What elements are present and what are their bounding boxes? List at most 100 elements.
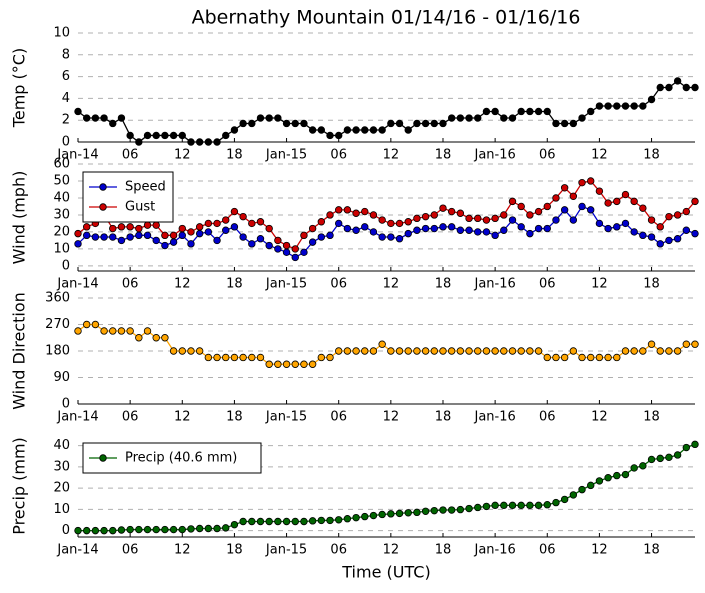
data-point (352, 209, 360, 217)
data-point (604, 353, 612, 362)
data-point (326, 211, 334, 219)
data-point (300, 517, 308, 526)
data-point (656, 223, 664, 231)
data-point (647, 95, 656, 104)
data-point (534, 107, 543, 116)
data-point (308, 360, 317, 368)
data-point (665, 453, 673, 462)
data-point (474, 114, 482, 122)
data-point (187, 138, 195, 146)
data-point (230, 520, 239, 529)
x-tick-label: 18 (226, 277, 243, 292)
data-point (665, 236, 673, 245)
data-point (169, 525, 178, 534)
data-point (282, 248, 291, 257)
x-tick-label: 06 (539, 410, 556, 425)
data-point (126, 327, 134, 335)
data-point (421, 224, 430, 233)
data-point (308, 126, 317, 134)
x-tick-label: 12 (174, 277, 191, 292)
x-tick-label: 06 (330, 410, 347, 425)
data-point (543, 224, 551, 233)
x-tick-label: 06 (330, 148, 347, 163)
data-point (630, 347, 638, 355)
data-point (465, 226, 473, 234)
data-point (74, 327, 82, 335)
data-point (474, 214, 482, 223)
data-point (630, 102, 638, 110)
data-point (447, 114, 456, 122)
x-tick-label: 12 (383, 277, 400, 292)
data-point (361, 223, 369, 231)
data-point (222, 226, 230, 234)
data-point (343, 224, 352, 233)
data-point (465, 347, 473, 355)
data-point (291, 245, 299, 253)
data-point (474, 503, 482, 512)
data-point (82, 231, 91, 240)
x-tick-label: 12 (174, 543, 191, 558)
data-point (456, 114, 465, 122)
data-point (587, 177, 595, 185)
data-point (274, 360, 282, 368)
data-point (152, 236, 160, 245)
data-point (569, 491, 578, 499)
data-point (100, 526, 108, 535)
data-point (404, 229, 412, 238)
data-point (560, 206, 569, 214)
data-point (665, 83, 673, 92)
data-point (204, 228, 213, 236)
data-point (161, 231, 169, 240)
data-point (543, 107, 551, 116)
data-point (178, 131, 186, 140)
x-tick-label: 12 (591, 148, 608, 163)
data-point (117, 114, 126, 122)
data-point (265, 360, 273, 368)
y-tick-label: 30 (53, 459, 70, 474)
data-point (178, 224, 186, 233)
data-point (291, 119, 299, 128)
data-point (578, 178, 586, 187)
data-point (230, 223, 239, 231)
legend-label: Speed (125, 180, 166, 195)
data-point (395, 219, 404, 228)
x-tick-label: 18 (435, 148, 452, 163)
x-tick-label: 18 (643, 148, 660, 163)
x-tick-label: Jan-16 (473, 543, 515, 558)
data-point (256, 114, 265, 122)
data-point (430, 347, 438, 355)
x-tick-label: 18 (643, 543, 660, 558)
data-point (387, 347, 395, 355)
data-point (135, 525, 143, 534)
data-point (587, 107, 595, 116)
data-point (135, 224, 143, 233)
data-point (474, 228, 482, 236)
data-point (508, 216, 517, 224)
data-point (143, 327, 152, 335)
x-tick-label: 12 (383, 410, 400, 425)
x-tick-label: 06 (122, 543, 139, 558)
data-point (534, 347, 543, 355)
data-point (595, 219, 604, 228)
data-point (74, 526, 82, 535)
x-tick-label: 18 (226, 148, 243, 163)
x-tick-label: Jan-15 (265, 543, 307, 558)
data-point (204, 524, 213, 533)
data-point (274, 114, 282, 122)
data-point (352, 126, 360, 134)
data-point (665, 347, 673, 355)
data-point (256, 218, 265, 226)
data-point (508, 197, 517, 206)
data-point (656, 83, 664, 92)
data-point (491, 347, 499, 355)
data-point (369, 126, 378, 134)
x-tick-label: 18 (643, 410, 660, 425)
data-point (552, 216, 560, 224)
data-point (248, 119, 256, 128)
data-point (630, 228, 638, 236)
x-tick-label: 06 (122, 277, 139, 292)
legend-marker (99, 183, 107, 191)
data-point (595, 187, 604, 195)
data-point (613, 223, 621, 231)
data-point (117, 236, 126, 245)
